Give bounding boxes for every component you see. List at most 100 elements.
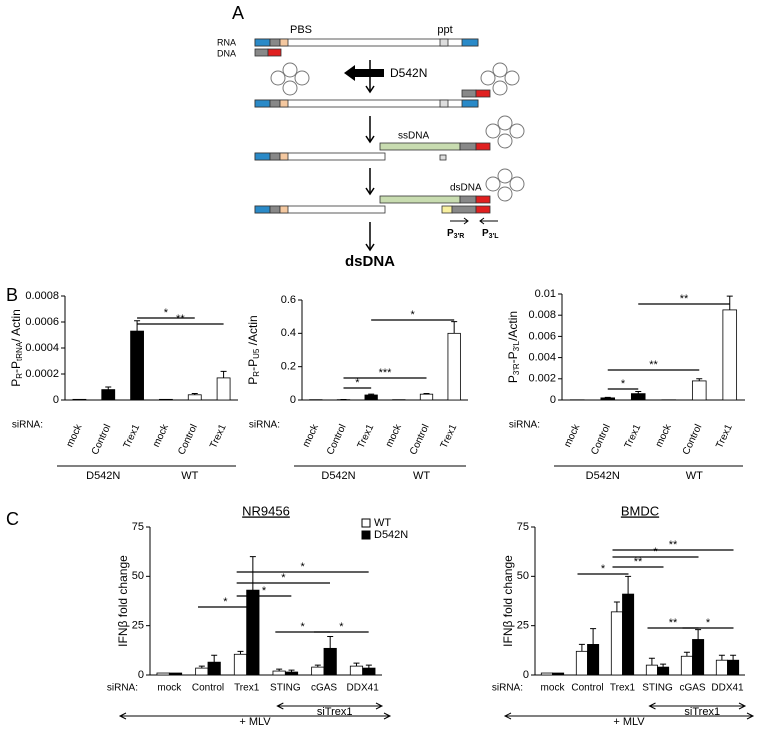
label-text: IFNβ fold change [116, 555, 130, 647]
y-tick-label: 0.002 [528, 373, 556, 385]
error-bar [730, 654, 737, 661]
label-sub: 3'R [512, 363, 521, 375]
x-tick-label: mock [384, 422, 404, 449]
primer-text: P [482, 228, 489, 239]
y-axis-label: IFNβ fold change [501, 555, 515, 647]
group-arrow [503, 712, 755, 720]
primer-arrow [450, 217, 469, 225]
label: D542N [390, 66, 427, 80]
strand-segment [439, 154, 447, 161]
error-bar [726, 295, 733, 310]
primer-arrow [479, 217, 498, 225]
label-text: -P [506, 351, 520, 363]
significance-label: * [301, 561, 306, 573]
strand-segment [254, 152, 271, 161]
trna-loop [294, 70, 310, 86]
bar [575, 650, 588, 676]
chart-title: BMDC [621, 503, 659, 518]
strand-segment [279, 99, 289, 108]
error-bar [198, 665, 205, 669]
bar [159, 398, 173, 401]
error-bar [660, 663, 667, 668]
strand-segment [475, 205, 491, 214]
significance-label: ** [680, 293, 689, 305]
x-tick-label: Control [192, 683, 224, 694]
significance-label: *** [379, 367, 393, 379]
error-bar [451, 321, 458, 334]
strand-segment [475, 195, 491, 204]
significance-label: ** [669, 539, 678, 551]
group-label: + MLV [239, 716, 271, 728]
strand-segment [279, 205, 289, 214]
x-tick-label: cGAS [679, 683, 705, 694]
group-label: D542N [321, 470, 355, 482]
trna-loop [497, 186, 513, 202]
bar [727, 659, 740, 676]
bar [284, 671, 299, 676]
label-sub: R [252, 371, 261, 377]
trna-loop [270, 70, 286, 86]
significance-label: * [601, 563, 606, 575]
strand-segment [269, 38, 281, 47]
significance-label: * [411, 309, 416, 321]
chart-title: NR9456 [242, 503, 290, 518]
x-tick-label: DDX41 [347, 683, 380, 694]
strand-segment [475, 89, 491, 98]
x-tick-label: Trex1 [208, 422, 229, 450]
bar [168, 672, 183, 676]
bar [272, 670, 286, 676]
strand-segment [254, 205, 271, 214]
label: DNA [217, 48, 236, 58]
strand-segment [459, 195, 477, 204]
bar [600, 397, 616, 401]
label-text: /Actin [246, 315, 260, 348]
error-bar [635, 391, 642, 394]
legend-label: D542N [374, 529, 408, 541]
strand-segment [254, 48, 269, 57]
bar [364, 394, 378, 401]
significance-label: * [653, 546, 658, 558]
error-bar [191, 393, 198, 395]
label-text: -P [246, 359, 260, 371]
strand-segment [461, 89, 477, 98]
group-label: D542N [586, 470, 620, 482]
legend-swatch [361, 530, 371, 540]
y-tick-label: 0.4 [281, 327, 296, 339]
strand-segment [379, 195, 461, 204]
legend-label: WT [374, 517, 391, 529]
label-text: -P [9, 361, 23, 373]
bar [419, 393, 434, 401]
strand-segment [254, 38, 271, 47]
x-tick-label: Trex1 [122, 422, 143, 450]
significance-label: * [223, 596, 228, 608]
error-bar [696, 378, 703, 381]
bar [447, 332, 461, 401]
label: ppt [437, 24, 452, 36]
significance-label: ** [669, 617, 678, 629]
label-text: / Actin [9, 309, 23, 342]
group-label: siTrex1 [684, 706, 720, 718]
strand-segment [267, 48, 282, 57]
bar [645, 664, 658, 676]
error-bar [105, 386, 112, 390]
row-label: siRNA: [249, 420, 280, 431]
bar [216, 377, 231, 401]
x-tick-label: Control [571, 683, 603, 694]
significance-label: * [301, 621, 306, 633]
y-axis-label: PR-PtRNA/ Actin [9, 309, 24, 387]
significance-label: * [355, 377, 360, 389]
strand-segment [461, 38, 479, 47]
strand-segment [269, 152, 281, 161]
x-tick-label: cGAS [311, 683, 337, 694]
trna-loop [509, 176, 525, 192]
label-text: IFNβ fold change [501, 555, 515, 647]
strand-segment [379, 142, 461, 151]
bar [72, 398, 87, 401]
label: ssDNA [398, 131, 429, 142]
panel-label: C [6, 509, 19, 529]
significance-label: * [281, 572, 286, 584]
error-bar [683, 651, 690, 657]
bar [657, 666, 670, 676]
bar [130, 330, 144, 401]
significance-label: ** [176, 313, 185, 325]
